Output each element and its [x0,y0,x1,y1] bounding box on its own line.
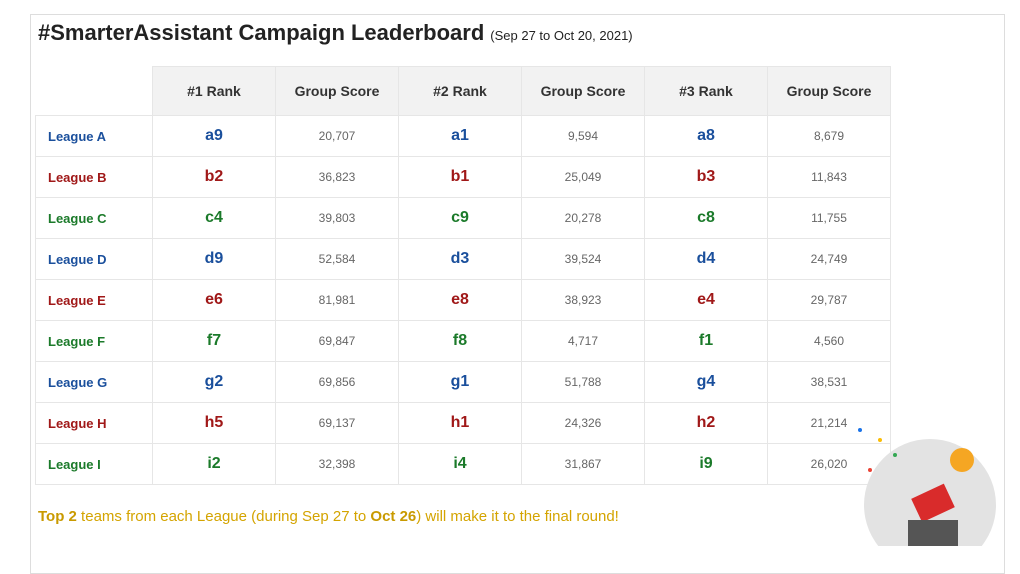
team-name: a9 [152,115,276,157]
team-name: h5 [152,402,276,444]
confetti [868,468,872,472]
badge-icon [911,483,955,523]
confetti [893,453,897,457]
team-name: e4 [644,279,768,321]
title: #SmarterAssistant Campaign Leaderboard (S… [38,20,633,46]
group-score: 4,560 [767,320,891,362]
badge-icon [908,520,958,546]
league-name: League H [35,402,153,444]
group-score: 11,755 [767,197,891,239]
confetti [950,448,974,472]
header-cell: #2 Rank [398,66,522,116]
group-score: 36,823 [275,156,399,198]
title-text: #SmarterAssistant Campaign Leaderboard [38,20,485,45]
group-score: 8,679 [767,115,891,157]
team-name: i4 [398,443,522,485]
league-name: League B [35,156,153,198]
header-cell: #3 Rank [644,66,768,116]
header-cell: Group Score [521,66,645,116]
league-name: League G [35,361,153,403]
group-score: 21,214 [767,402,891,444]
league-name: League E [35,279,153,321]
team-name: f1 [644,320,768,362]
team-name: a1 [398,115,522,157]
team-name: h1 [398,402,522,444]
header-cell: #1 Rank [152,66,276,116]
group-score: 24,749 [767,238,891,280]
group-score: 20,707 [275,115,399,157]
footer-bold: Top 2 [38,508,77,525]
team-name: b2 [152,156,276,198]
group-score: 39,803 [275,197,399,239]
group-score: 20,278 [521,197,645,239]
team-name: d4 [644,238,768,280]
header-row: #1 Rank Group Score #2 Rank Group Score #3 R… [35,66,891,116]
confetti [858,428,862,432]
leaderboard-table: #1 Rank Group Score #2 Rank Group Score #3 R… [35,66,891,485]
team-name: i9 [644,443,768,485]
group-score: 4,717 [521,320,645,362]
group-score: 51,788 [521,361,645,403]
team-name: b1 [398,156,522,198]
group-score: 69,856 [275,361,399,403]
group-score: 39,524 [521,238,645,280]
subtitle: (Sep 27 to Oct 20, 2021) [490,28,633,43]
team-name: b3 [644,156,768,198]
header-cell: Group Score [767,66,891,116]
decoration [858,428,996,546]
team-name: i2 [152,443,276,485]
league-name: League F [35,320,153,362]
footer: Top 2 teams from each League (during Sep… [38,508,619,525]
team-name: g1 [398,361,522,403]
group-score: 24,326 [521,402,645,444]
league-name: League C [35,197,153,239]
group-score: 31,867 [521,443,645,485]
group-score: 69,847 [275,320,399,362]
confetti [878,438,882,442]
group-score: 69,137 [275,402,399,444]
team-name: d9 [152,238,276,280]
team-name: g2 [152,361,276,403]
group-score: 32,398 [275,443,399,485]
footer-bold: Oct 26 [370,508,417,525]
footer-text: teams from each League (during Sep 27 to [76,508,371,525]
footer-text: ) will make it to the final round! [416,508,619,525]
group-score: 52,584 [275,238,399,280]
page: #SmarterAssistant Campaign Leaderboard (S… [30,14,1005,574]
league-name: League D [35,238,153,280]
team-name: d3 [398,238,522,280]
header-cell [35,66,153,116]
header-cell: Group Score [275,66,399,116]
